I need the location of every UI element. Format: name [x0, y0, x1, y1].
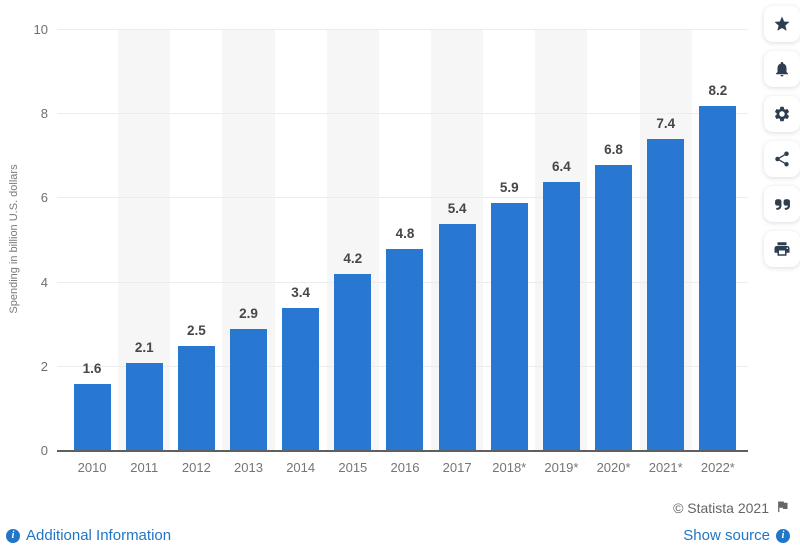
cite-button[interactable] [764, 186, 800, 222]
bar-value-label: 2.9 [239, 305, 258, 321]
show-source-label: Show source [683, 527, 770, 544]
bar-2011[interactable] [125, 362, 163, 451]
y-axis-tick-label: 10 [33, 22, 48, 37]
bar-value-label: 6.8 [604, 141, 623, 157]
share-icon [773, 150, 791, 168]
y-axis-tick-label: 2 [40, 358, 48, 374]
bar-value-label: 2.1 [134, 339, 154, 355]
notifications-button[interactable] [764, 51, 800, 87]
copyright-label: © Statista 2021 [673, 500, 769, 516]
bar-2021*[interactable] [647, 139, 685, 451]
y-axis-tick-label: 0 [40, 443, 48, 458]
additional-information-link[interactable]: i Additional Information [6, 527, 171, 544]
bar-2016[interactable] [386, 248, 424, 451]
bar-2020*[interactable] [595, 164, 633, 451]
gear-icon [773, 105, 791, 123]
settings-button[interactable] [764, 96, 800, 132]
bar-2010[interactable] [73, 383, 111, 451]
y-axis-tick-label: 8 [40, 106, 48, 122]
bar-2013[interactable] [230, 328, 268, 451]
bar-value-label: 7.4 [656, 116, 676, 132]
x-axis-tick-label: 2013 [234, 460, 263, 475]
x-axis-tick-label: 2018* [492, 460, 527, 475]
x-axis-tick-label: 2022* [700, 460, 735, 475]
print-button[interactable] [764, 231, 800, 267]
bar-value-label: 1.6 [82, 360, 102, 376]
bar-value-label: 5.4 [447, 200, 467, 216]
share-button[interactable] [764, 141, 800, 177]
star-icon [773, 15, 791, 33]
x-axis-tick-label: 2014 [286, 460, 316, 475]
x-axis-tick-label: 2015 [338, 460, 368, 475]
x-axis-tick-label: 2011 [130, 460, 159, 475]
x-axis-tick-label: 2020* [596, 460, 631, 475]
gridline [57, 197, 748, 199]
info-icon: i [6, 528, 20, 543]
bar-value-label: 4.2 [343, 251, 363, 267]
copyright-notice: © Statista 2021 [673, 499, 790, 517]
x-axis-tick-label: 2010 [77, 460, 107, 475]
bar-2017[interactable] [438, 223, 476, 451]
bar-value-label: 6.4 [552, 158, 571, 174]
bell-icon [773, 60, 791, 78]
x-axis-tick-label: 2019* [544, 460, 579, 475]
info-icon: i [776, 528, 790, 543]
bar-value-label: 5.9 [499, 179, 519, 195]
bar-value-label: 2.5 [186, 322, 206, 338]
bar-2022*[interactable] [699, 105, 737, 451]
gridline [57, 113, 748, 115]
additional-information-label: Additional Information [26, 527, 172, 544]
x-axis-tick-label: 2016 [390, 460, 420, 475]
x-axis-line [57, 450, 748, 452]
show-source-link[interactable]: Show source i [683, 527, 790, 544]
y-axis-tick-label: 6 [40, 190, 48, 206]
gridline [57, 29, 748, 30]
y-axis-tick-label: 4 [40, 274, 48, 290]
x-axis-tick-label: 2012 [181, 460, 211, 475]
print-icon [773, 240, 791, 258]
x-axis-tick-label: 2021* [648, 460, 683, 475]
bar-value-label: 8.2 [708, 82, 728, 98]
bar-2014[interactable] [282, 307, 320, 451]
x-axis-tick-label: 2017 [442, 460, 472, 475]
flag-icon[interactable] [775, 499, 790, 517]
bar-value-label: 4.8 [395, 225, 415, 241]
y-axis-title: Spending in billion U.S. dollars [8, 164, 20, 314]
bar-2015[interactable] [334, 274, 372, 451]
favorite-button[interactable] [764, 6, 800, 42]
bar-2018*[interactable] [490, 202, 528, 451]
bar-value-label: 3.4 [291, 284, 311, 300]
quote-icon [774, 196, 791, 213]
bar-2019*[interactable] [542, 181, 580, 451]
bar-2012[interactable] [177, 345, 215, 451]
